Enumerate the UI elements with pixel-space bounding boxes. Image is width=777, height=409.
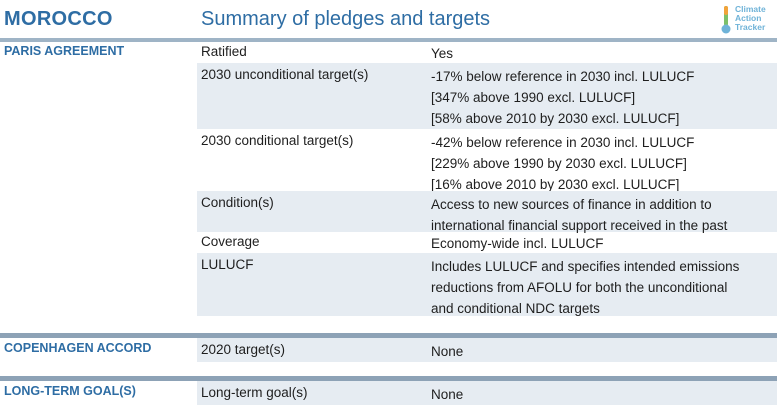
row-values: None xyxy=(431,342,775,363)
table-row: Condition(s) Access to new sources of fi… xyxy=(197,191,777,233)
section-title-paris-agreement: PARIS AGREEMENT xyxy=(4,44,125,58)
table-row: Ratified Yes xyxy=(197,42,777,63)
row-values: Economy-wide incl. LULUCF xyxy=(431,234,775,255)
row-value: [229% above 1990 by 2030 excl. LULUCF] xyxy=(431,156,687,171)
section-divider xyxy=(0,376,777,381)
row-label: Condition(s) xyxy=(201,195,274,210)
row-value: [347% above 1990 excl. LULUCF] xyxy=(431,90,636,105)
row-label: Ratified xyxy=(201,44,247,59)
row-value: and conditional NDC targets xyxy=(431,301,600,316)
row-label: 2030 conditional target(s) xyxy=(201,133,354,148)
section-title-copenhagen-accord: COPENHAGEN ACCORD xyxy=(4,341,152,355)
row-label: Coverage xyxy=(201,234,260,249)
country-title: MOROCCO xyxy=(4,8,113,30)
row-value: reductions from AFOLU for both the uncon… xyxy=(431,280,728,295)
page-header: MOROCCO Summary of pledges and targets C… xyxy=(0,0,777,38)
climate-action-tracker-logo: Climate Action Tracker xyxy=(721,4,777,36)
row-value: Access to new sources of finance in addi… xyxy=(431,197,712,212)
row-value: Includes LULUCF and specifies intended e… xyxy=(431,259,740,274)
row-label: 2020 target(s) xyxy=(201,342,286,357)
row-values: Access to new sources of finance in addi… xyxy=(431,195,775,237)
page-subtitle: Summary of pledges and targets xyxy=(201,8,491,30)
row-label: LULUCF xyxy=(201,257,254,272)
logo-word-3: Tracker xyxy=(735,22,766,32)
row-label: Long-term goal(s) xyxy=(201,385,308,400)
row-value: -17% below reference in 2030 incl. LULUC… xyxy=(431,69,695,84)
row-value: [58% above 2010 by 2030 excl. LULUCF] xyxy=(431,111,680,126)
row-value: None xyxy=(431,344,464,359)
row-values: None xyxy=(431,385,775,406)
table-row: Coverage Economy-wide incl. LULUCF xyxy=(197,232,777,253)
table-row: Long-term goal(s) None xyxy=(197,381,777,405)
thermometer-icon xyxy=(721,6,731,34)
table-row: 2020 target(s) None xyxy=(197,338,777,362)
row-value: None xyxy=(431,387,464,402)
row-value: international financial support received… xyxy=(431,218,728,233)
row-value: [16% above 2010 by 2030 excl. LULUCF] xyxy=(431,177,680,192)
row-value: Yes xyxy=(431,46,454,61)
logo-word-1: Climate xyxy=(735,4,766,14)
table-row: 2030 unconditional target(s) -17% below … xyxy=(197,63,777,129)
section-title-long-term-goals: LONG-TERM GOAL(S) xyxy=(4,384,136,398)
section-divider xyxy=(0,333,777,338)
row-values: -17% below reference in 2030 incl. LULUC… xyxy=(431,67,775,130)
logo-word-2: Action xyxy=(735,13,762,23)
table-row: LULUCF Includes LULUCF and specifies int… xyxy=(197,253,777,316)
row-value: -42% below reference in 2030 incl. LULUC… xyxy=(431,135,695,150)
table-row: 2030 conditional target(s) -42% below re… xyxy=(197,129,777,192)
row-values: Yes xyxy=(431,44,775,65)
row-values: Includes LULUCF and specifies intended e… xyxy=(431,257,775,320)
row-label: 2030 unconditional target(s) xyxy=(201,67,369,82)
row-values: -42% below reference in 2030 incl. LULUC… xyxy=(431,133,775,196)
header-rule xyxy=(0,38,777,42)
row-value: Economy-wide incl. LULUCF xyxy=(431,236,604,251)
